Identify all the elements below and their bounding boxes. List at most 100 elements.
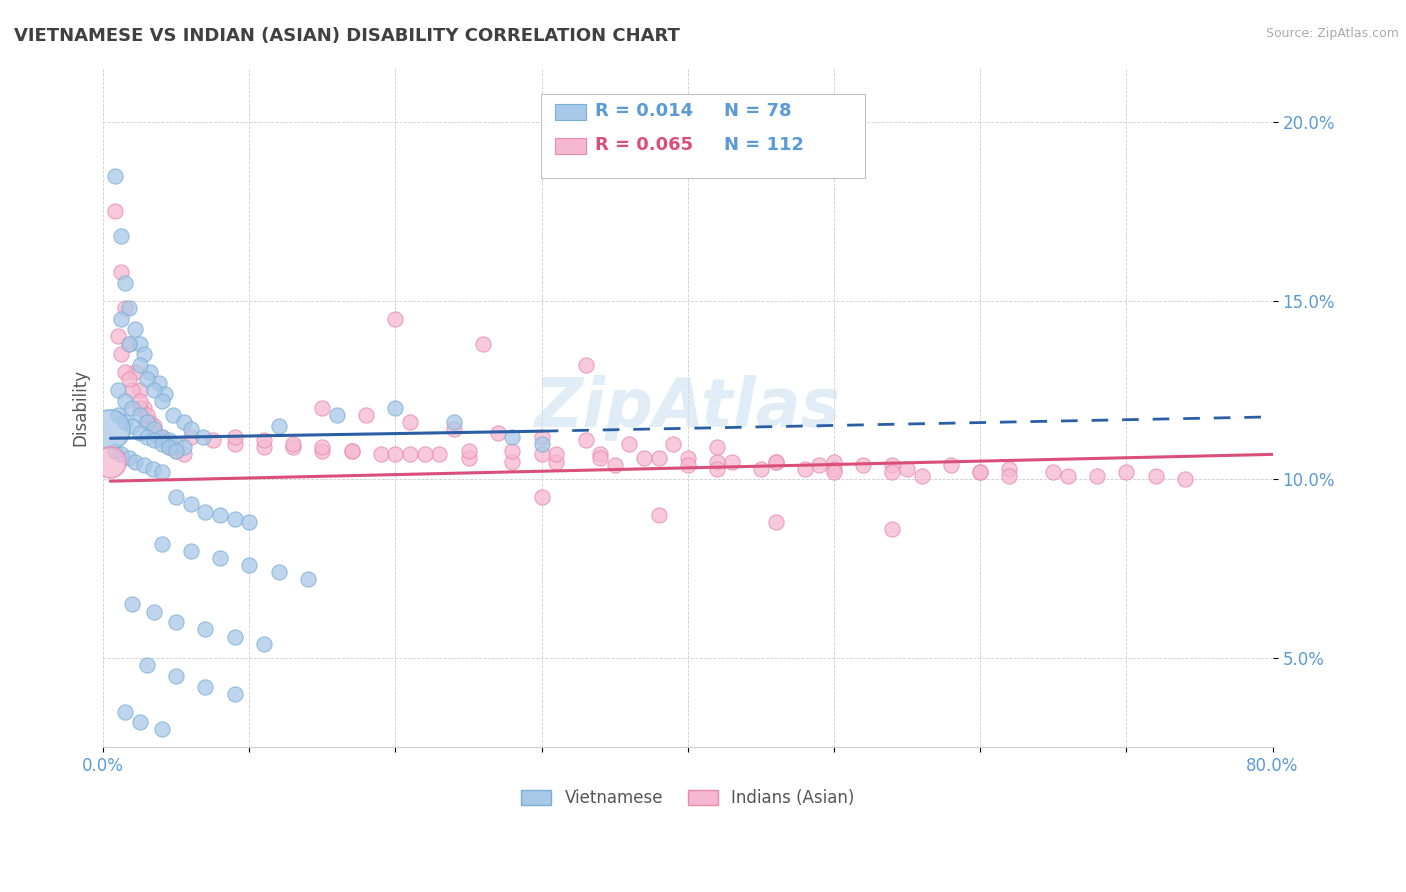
Point [128, 336, 150, 351]
Point [139, 415, 162, 429]
Point [165, 669, 187, 683]
Point [194, 504, 217, 518]
Point [142, 461, 165, 475]
Point [100, 454, 122, 468]
Point [124, 365, 146, 379]
Text: N = 78: N = 78 [724, 103, 792, 120]
Point [399, 415, 422, 429]
Point [603, 458, 626, 472]
Point [128, 408, 150, 422]
Point [150, 436, 173, 450]
Point [107, 329, 129, 343]
Point [121, 383, 143, 397]
Point [128, 393, 150, 408]
Point [384, 311, 406, 326]
Point [224, 511, 246, 525]
Point [647, 450, 669, 465]
Point [104, 204, 127, 219]
Point [969, 465, 991, 479]
Point [150, 465, 173, 479]
Point [589, 450, 612, 465]
Point [114, 705, 136, 719]
Point [765, 515, 787, 529]
Point [162, 440, 184, 454]
Point [326, 408, 349, 422]
Point [148, 376, 170, 390]
Point [676, 458, 699, 472]
Point [110, 265, 132, 279]
Point [150, 723, 173, 737]
Point [457, 450, 479, 465]
Point [1085, 468, 1108, 483]
Point [311, 440, 333, 454]
Point [100, 422, 122, 436]
Point [706, 440, 728, 454]
Point [896, 461, 918, 475]
Point [224, 687, 246, 701]
Point [143, 605, 166, 619]
Point [765, 454, 787, 468]
Point [128, 401, 150, 415]
Point [340, 443, 363, 458]
Point [209, 551, 232, 566]
Point [173, 447, 195, 461]
Point [1174, 472, 1197, 486]
Point [633, 450, 655, 465]
Point [136, 408, 159, 422]
Point [793, 461, 815, 475]
Text: VIETNAMESE VS INDIAN (ASIAN) DISABILITY CORRELATION CHART: VIETNAMESE VS INDIAN (ASIAN) DISABILITY … [14, 27, 681, 45]
Point [238, 515, 260, 529]
Point [128, 383, 150, 397]
Point [882, 458, 904, 472]
Point [114, 365, 136, 379]
Point [823, 461, 845, 475]
Point [224, 630, 246, 644]
Point [501, 454, 523, 468]
Point [969, 465, 991, 479]
Point [143, 422, 166, 436]
Point [180, 497, 202, 511]
Point [384, 447, 406, 461]
Point [998, 461, 1021, 475]
Point [998, 468, 1021, 483]
Point [128, 425, 150, 440]
Point [107, 383, 129, 397]
Point [720, 454, 742, 468]
Point [546, 447, 568, 461]
Point [180, 544, 202, 558]
Point [808, 458, 831, 472]
Point [1042, 465, 1064, 479]
Point [118, 336, 141, 351]
Point [194, 680, 217, 694]
Point [132, 401, 155, 415]
Point [157, 433, 180, 447]
Point [136, 415, 159, 429]
Point [114, 276, 136, 290]
Point [136, 658, 159, 673]
Point [150, 393, 173, 408]
Point [530, 436, 553, 450]
Point [104, 443, 127, 458]
Point [121, 598, 143, 612]
Point [882, 523, 904, 537]
Text: R = 0.014: R = 0.014 [595, 103, 693, 120]
Point [501, 443, 523, 458]
Point [157, 440, 180, 454]
Point [201, 433, 224, 447]
Point [107, 408, 129, 422]
Point [132, 347, 155, 361]
Point [443, 422, 465, 436]
Point [676, 450, 699, 465]
Point [340, 443, 363, 458]
Point [472, 336, 495, 351]
Point [1115, 465, 1137, 479]
Point [165, 443, 187, 458]
Point [110, 311, 132, 326]
Point [253, 440, 276, 454]
Point [224, 429, 246, 443]
Point [647, 508, 669, 522]
Point [530, 447, 553, 461]
Point [110, 347, 132, 361]
Point [110, 229, 132, 244]
Point [121, 418, 143, 433]
